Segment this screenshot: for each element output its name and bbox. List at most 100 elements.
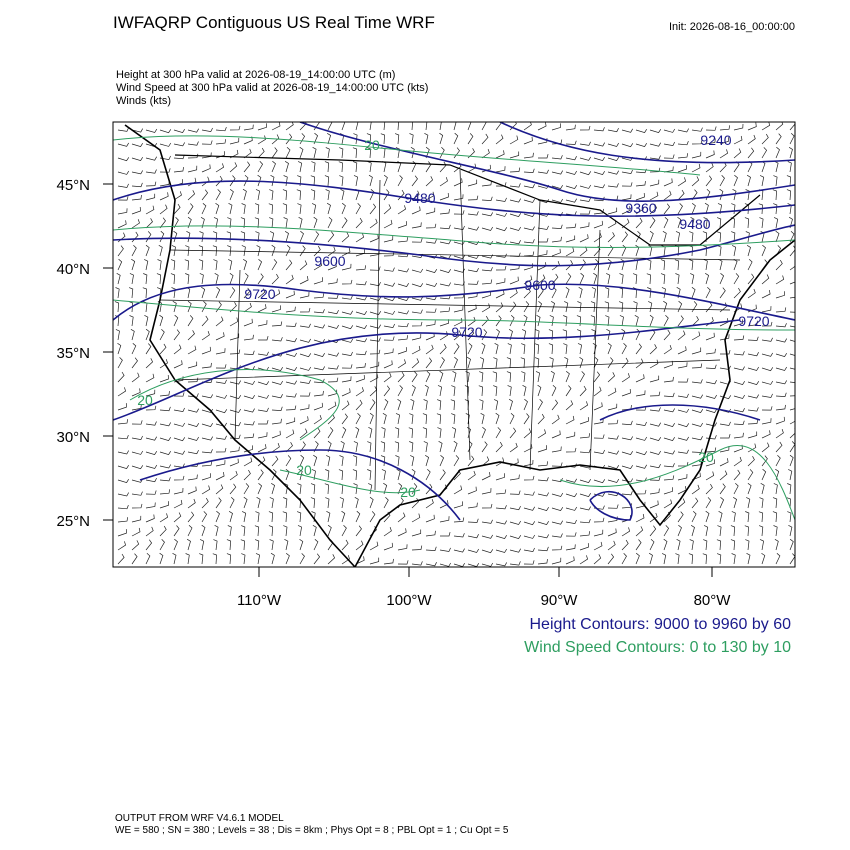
wind-barb [705,150,715,159]
wind-barb [453,343,460,355]
wind-barb [397,385,403,397]
wind-barb [117,434,129,440]
wind-barb [663,154,675,159]
wind-barb [215,316,224,327]
wind-barb [789,133,795,145]
wind-barb [551,557,562,565]
wind-barb [663,141,676,146]
wind-barb [257,483,263,495]
wind-barb [593,184,606,189]
wind-barb [243,124,254,131]
wind-barb [705,138,716,145]
wind-barb [773,217,779,229]
wind-barb [173,437,186,442]
wind-barb [173,499,183,509]
wind-barb [369,311,382,316]
wind-barb [621,388,631,397]
wind-barb [243,161,251,173]
wind-barb [606,273,611,285]
wind-barb [607,142,619,147]
wind-barb [383,174,388,187]
wind-barb [144,259,149,271]
wind-barb [705,422,718,427]
wind-barb [367,469,372,481]
wind-barb [621,553,627,565]
wind-barb [271,469,277,481]
wind-barb [551,477,563,483]
wind-barb [451,413,456,425]
wind-barb [607,540,616,551]
wind-barb [282,189,288,201]
wind-barb [523,213,535,218]
wind-barb [565,247,575,257]
height-label: 9600 [314,253,345,269]
wind-barb [229,273,234,285]
wind-barb [367,441,372,453]
wind-barb [733,497,738,509]
wind-barb [635,421,647,426]
wind-barb [677,511,684,523]
wind-barb [761,406,773,411]
wind-barb [145,477,157,483]
wind-barb [747,419,759,425]
wind-barb [732,188,737,201]
wind-barb [411,371,418,383]
wind-barb [439,500,449,509]
wind-barb [145,231,152,243]
wind-barb [509,520,521,525]
wind-barb [663,475,675,481]
wind-barb [425,455,430,467]
wind-barb [534,343,540,355]
wind-barb [663,329,671,341]
wind-barb [145,502,156,509]
wind-barb [352,147,358,159]
wind-barb [579,234,589,243]
wind-barb [495,562,508,567]
wind-barb [663,360,673,369]
wind-barb [411,321,423,327]
wind-barb [775,366,787,371]
wind-barb [495,535,507,540]
wind-barb [607,258,612,271]
wind-barb [578,286,583,299]
wind-barb [229,175,236,187]
coastline [354,239,795,567]
wind-barb [313,427,321,439]
wind-barb [551,273,559,285]
wind-barb [257,456,266,467]
wind-barb [733,394,745,399]
wind-barb [297,161,303,173]
wind-barb [564,301,569,313]
wind-barb [257,174,262,187]
wind-barb [479,399,484,411]
wind-barb [733,483,739,495]
wind-barb [590,301,596,313]
wind-barb [481,342,486,355]
wind-barb [341,232,350,243]
wind-barb [551,301,556,313]
wind-barb [184,259,189,271]
wind-barb [117,142,130,147]
wind-barb [649,191,659,201]
wind-barb [689,259,694,271]
wind-barb [284,538,289,551]
wind-barb [341,122,346,131]
wind-barb [467,267,479,273]
wind-barb [758,525,764,537]
wind-barb [635,513,645,523]
wind-barb [299,260,308,271]
wind-barb [313,231,320,243]
wind-barb [439,307,451,313]
wind-barb [243,380,255,385]
wind-barb [649,359,659,369]
wind-barb [285,455,292,467]
wind-barb [719,458,729,467]
wind-barb [720,434,731,439]
wind-barb [173,230,178,243]
wind-barb [131,143,143,148]
wind-barb [565,260,573,271]
wind-barb [325,469,330,481]
wind-barb [548,329,554,341]
